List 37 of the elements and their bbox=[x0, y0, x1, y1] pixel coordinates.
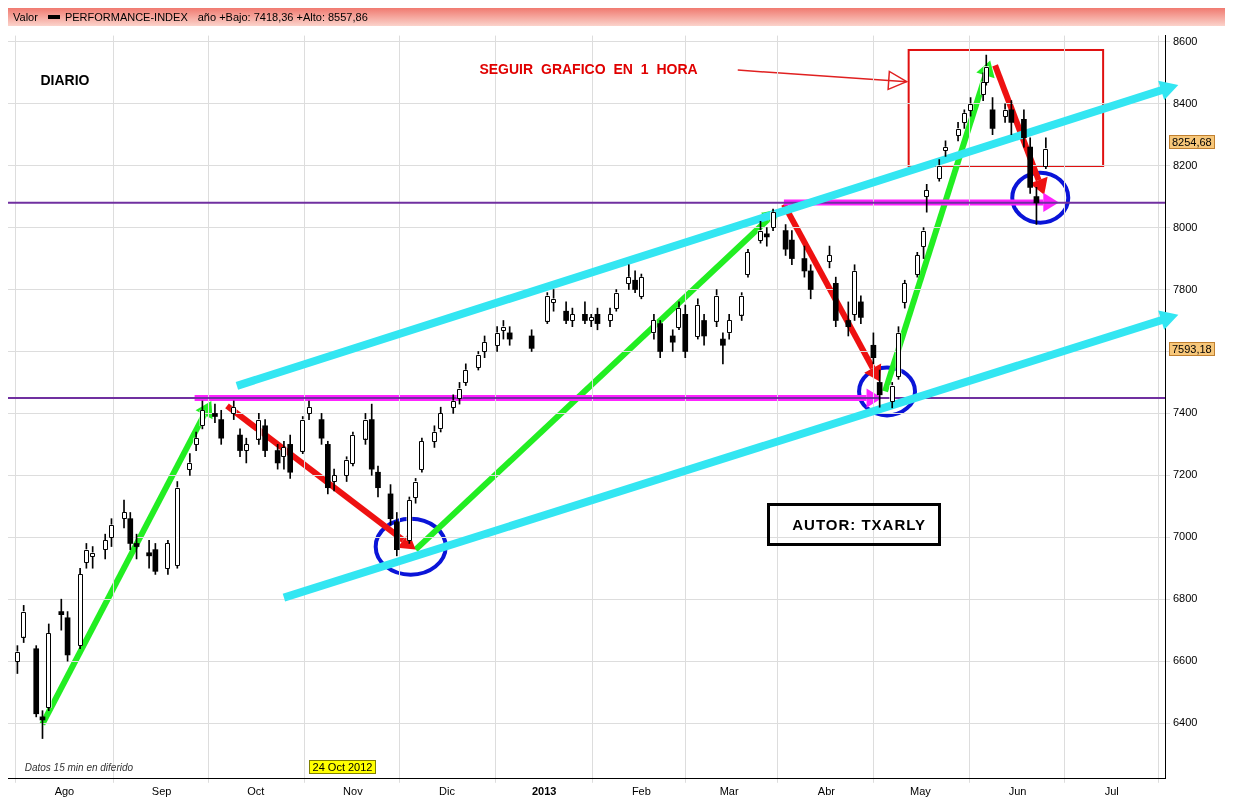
candlestick bbox=[845, 301, 852, 337]
x-tick-label: Dic bbox=[439, 785, 456, 798]
x-tick-label: Mar bbox=[719, 785, 739, 798]
y-tick-label: 8000 bbox=[1173, 220, 1198, 233]
text: DIARIO bbox=[40, 72, 90, 89]
text: 8254,68 bbox=[1168, 135, 1215, 150]
x-tick-label: Ago bbox=[54, 785, 75, 798]
y-tick-label: 8200 bbox=[1173, 158, 1198, 171]
annotation: AUTOR: TXARLY bbox=[767, 502, 942, 546]
x-tick-label: Jul bbox=[1104, 785, 1119, 798]
y-tick-label: 6400 bbox=[1173, 716, 1198, 729]
y-tick-label: 7000 bbox=[1173, 530, 1198, 543]
candlestick bbox=[58, 598, 65, 631]
candlestick bbox=[720, 332, 726, 365]
x-tick-label: Feb bbox=[631, 785, 651, 798]
x-tick-label: Nov bbox=[343, 785, 364, 798]
y-tick-label: 7400 bbox=[1173, 406, 1198, 419]
y-tick-label: 8600 bbox=[1173, 34, 1198, 47]
y-tick-label: 7800 bbox=[1173, 282, 1198, 295]
y-tick-label: 6600 bbox=[1173, 654, 1198, 667]
x-tick-label: May bbox=[910, 785, 932, 798]
x-tick-label: 2013 bbox=[531, 785, 557, 798]
text: 7593,18 bbox=[1168, 341, 1215, 356]
y-tick-label: 7200 bbox=[1173, 468, 1198, 481]
legend-title: Valor bbox=[13, 11, 38, 23]
y-tick-label: 6800 bbox=[1173, 592, 1198, 605]
x-tick-label: Sep bbox=[151, 785, 172, 798]
y-tick-label: 8400 bbox=[1173, 96, 1198, 109]
x-tick-label: Jun bbox=[1008, 785, 1027, 798]
annotation: Datos 15 min en diferido bbox=[24, 762, 134, 774]
x-tick-label: Abr bbox=[817, 785, 836, 798]
annotation: 24 Oct 2012 bbox=[308, 759, 377, 774]
annotation: SEGUIR GRAFICO EN 1 HORA bbox=[479, 61, 698, 78]
candlestick bbox=[212, 403, 218, 424]
legend-label: PERFORMANCE-INDEX bbox=[64, 11, 188, 23]
chart-subtitle: año +Bajo: 7418,36 +Alto: 8557,86 bbox=[197, 11, 368, 23]
x-tick-label: Oct bbox=[247, 785, 265, 798]
